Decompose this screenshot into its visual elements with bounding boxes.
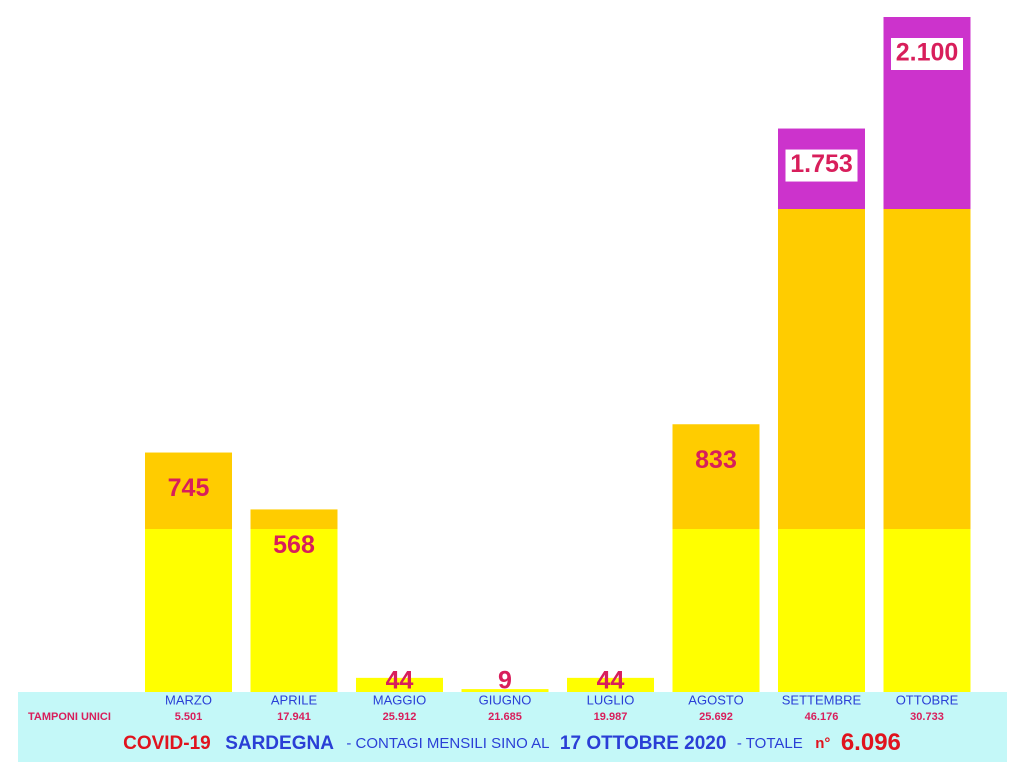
x-tick-label: MARZO (165, 692, 212, 707)
value-label: 44 (386, 667, 414, 695)
tamponi-value: 17.941 (277, 711, 311, 723)
value-label: 745 (168, 474, 210, 502)
x-tick-label: MAGGIO (373, 692, 426, 707)
bar (461, 689, 549, 692)
tamponi-label: TAMPONI UNICI (28, 711, 111, 723)
bar (567, 677, 654, 692)
value-label: 2.100 (896, 39, 959, 67)
footer-date: 17 OTTOBRE 2020 (560, 733, 727, 754)
tamponi-value: 46.176 (805, 711, 839, 723)
footer-total: 6.096 (841, 729, 901, 756)
bar (250, 509, 338, 692)
tamponi-value: 5.501 (175, 711, 203, 723)
bar (356, 677, 443, 692)
x-tick-label: APRILE (271, 692, 318, 707)
footer-covid: COVID-19 (123, 733, 211, 754)
tamponi-value: 21.685 (488, 711, 522, 723)
value-label: 833 (695, 446, 737, 474)
bar (778, 128, 865, 693)
tamponi-value: 30.733 (910, 711, 944, 723)
tamponi-value: 25.692 (699, 711, 733, 723)
bar (883, 17, 971, 692)
tamponi-value: 19.987 (594, 711, 628, 723)
x-tick-label: OTTOBRE (896, 692, 959, 707)
value-label: 1.753 (790, 150, 853, 178)
value-label: 9 (498, 667, 512, 695)
label-box (891, 38, 963, 70)
x-tick-label: AGOSTO (688, 692, 743, 707)
footer-region: SARDEGNA (225, 733, 334, 754)
value-label: 568 (273, 531, 315, 559)
bar (672, 424, 760, 692)
footer-number-sign: n° (815, 735, 830, 752)
label-box (785, 149, 858, 182)
footer-text: - CONTAGI MENSILI SINO AL (346, 735, 549, 752)
value-label: 44 (597, 667, 625, 695)
bar (145, 452, 232, 692)
x-tick-label: SETTEMBRE (782, 692, 862, 707)
tamponi-value: 25.912 (383, 711, 417, 723)
footer-total-label: - TOTALE (737, 735, 803, 752)
x-tick-label: LUGLIO (587, 692, 635, 707)
info-panel (18, 692, 1007, 762)
x-tick-label: GIUGNO (479, 692, 532, 707)
footer: COVID-19 SARDEGNA - CONTAGI MENSILI SINO… (123, 729, 901, 756)
